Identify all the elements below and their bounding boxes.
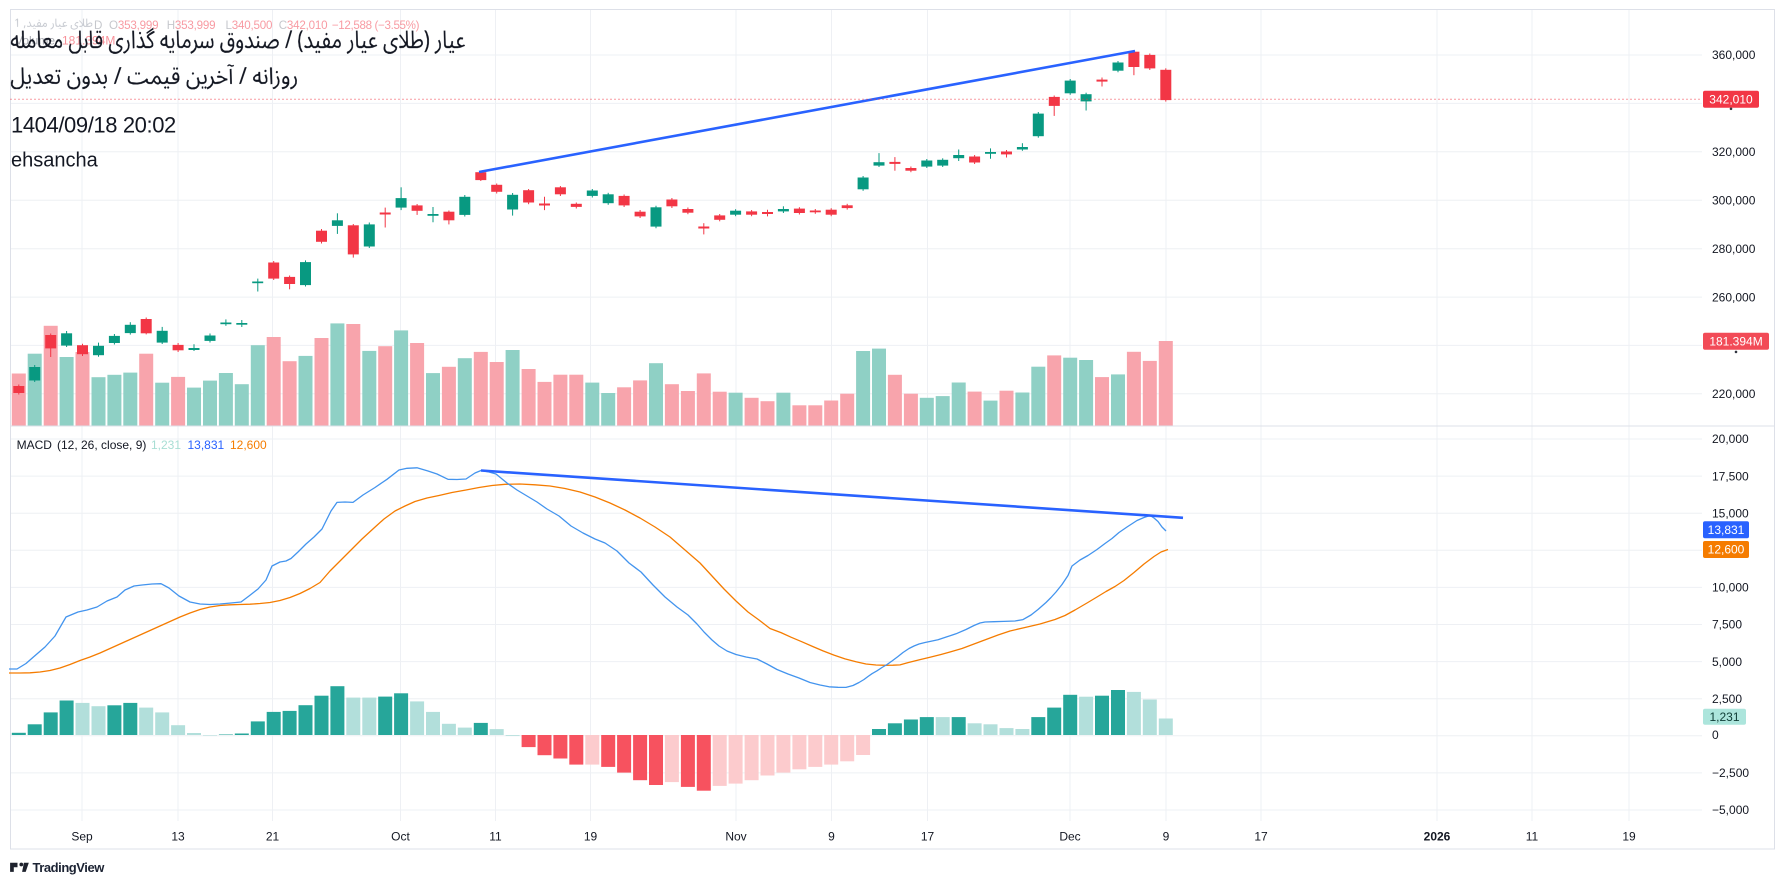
svg-text:10,000: 10,000: [1712, 581, 1749, 595]
svg-text:0: 0: [1712, 728, 1719, 742]
svg-text:H353,999: H353,999: [167, 19, 216, 32]
svg-text:13,831: 13,831: [188, 438, 225, 452]
svg-text:−12,588 (−3.55%): −12,588 (−3.55%): [332, 19, 420, 32]
svg-text:(12, 26, close, 9): (12, 26, close, 9): [57, 438, 146, 452]
svg-text:Sep: Sep: [71, 830, 93, 844]
svg-text:360,000: 360,000: [1712, 48, 1756, 62]
svg-text:Dec: Dec: [1059, 830, 1080, 844]
svg-text:15,000: 15,000: [1712, 506, 1749, 520]
svg-text:300,000: 300,000: [1712, 194, 1756, 208]
svg-text:220,000: 220,000: [1712, 387, 1756, 401]
svg-text:7,500: 7,500: [1712, 618, 1742, 632]
svg-text:1,231: 1,231: [1709, 710, 1739, 724]
svg-text:5,000: 5,000: [1712, 655, 1742, 669]
svg-text:ehsancha: ehsancha: [11, 150, 99, 172]
svg-text:181.394M: 181.394M: [1709, 335, 1762, 349]
svg-text:21: 21: [266, 830, 280, 844]
svg-text:L340,500: L340,500: [226, 19, 273, 32]
svg-text:11: 11: [489, 830, 502, 844]
svg-text:19: 19: [1622, 830, 1636, 844]
svg-text:11: 11: [1526, 830, 1539, 844]
svg-text:280,000: 280,000: [1712, 242, 1756, 256]
svg-text:20,000: 20,000: [1712, 432, 1749, 446]
svg-text:O353,999: O353,999: [109, 19, 158, 32]
svg-text:1,231: 1,231: [151, 438, 181, 452]
svg-text:D: D: [94, 19, 102, 32]
svg-text:342,010: 342,010: [1709, 92, 1753, 106]
svg-text:1404/09/18 20:02: 1404/09/18 20:02: [11, 113, 176, 138]
svg-text:Oct: Oct: [391, 830, 410, 844]
svg-text:−5,000: −5,000: [1712, 803, 1749, 817]
svg-text:12,600: 12,600: [1708, 543, 1745, 557]
svg-text:2,500: 2,500: [1712, 692, 1742, 706]
svg-text:17: 17: [1254, 830, 1268, 844]
svg-text:MACD: MACD: [17, 438, 53, 452]
svg-text:Nov: Nov: [725, 830, 746, 844]
svg-text:TradingView: TradingView: [33, 860, 106, 875]
svg-text:19: 19: [584, 830, 598, 844]
svg-text:−2,500: −2,500: [1712, 766, 1749, 780]
svg-text:2026: 2026: [1424, 830, 1451, 844]
svg-text:320,000: 320,000: [1712, 145, 1756, 159]
svg-text:13,831: 13,831: [1708, 523, 1745, 537]
svg-text:9: 9: [1163, 830, 1170, 844]
svg-text:C342,010: C342,010: [279, 19, 328, 32]
svg-text:9: 9: [828, 830, 835, 844]
svg-text:17: 17: [921, 830, 935, 844]
svg-text:12,600: 12,600: [230, 438, 267, 452]
svg-text:13: 13: [171, 830, 185, 844]
svg-text:260,000: 260,000: [1712, 290, 1756, 304]
svg-text:17,500: 17,500: [1712, 469, 1749, 483]
